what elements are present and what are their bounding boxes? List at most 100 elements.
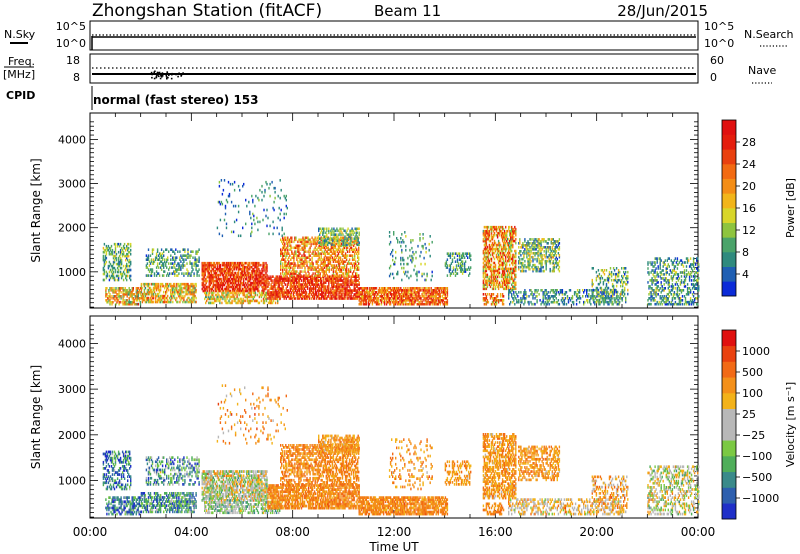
echo-cell [203,283,205,287]
echo-cell [241,261,243,265]
echo-cell [138,289,140,292]
echo-cell [244,289,246,293]
echo-cell [263,287,265,291]
echo-cell [372,289,375,292]
echo-cell [255,283,257,287]
echo-cell [334,242,337,246]
echo-cell [315,287,317,290]
echo-cell [179,296,181,300]
echo-cell [251,275,253,279]
echo-cell [119,248,122,252]
echo-cell [444,295,447,298]
echo-cell [428,248,430,252]
echo-cell [191,292,193,296]
echo-cell [317,254,319,257]
echo-cell [322,270,324,273]
echo-cell [492,273,495,277]
echo-cell [486,227,489,231]
echo-cell [434,300,436,304]
echo-cell [322,291,324,294]
echo-cell [214,265,216,269]
echo-cell [129,302,131,306]
echo-cell [304,254,306,257]
echo-cell [342,287,344,290]
echo-cell [342,289,344,292]
echo-cell [319,258,321,261]
echo-cell [355,227,357,231]
echo-cell [287,277,289,280]
echo-cell [421,287,423,290]
echo-cell [396,299,398,302]
echo-cell [500,229,503,233]
echo-cell [159,298,162,302]
echo-cell [126,289,128,292]
echo-cell [338,293,340,296]
echo-cell [125,293,127,296]
echo-cell [222,281,225,285]
echo-cell [348,285,350,288]
echo-cell [485,283,488,287]
echo-cell [304,262,306,265]
echo-cell [423,289,425,292]
echo-cell [316,262,318,265]
echo-cell [126,293,128,296]
echo-cell [342,285,344,288]
echo-cell [358,287,360,290]
echo-cell [298,244,300,248]
echo-cell [490,269,493,273]
echo-cell [246,267,248,271]
echo-cell [255,261,257,265]
echo-cell [124,287,126,290]
echo-cell [416,291,418,294]
echo-cell [324,254,326,257]
echo-cell [328,285,330,288]
echo-cell [116,244,119,248]
echo-cell [426,302,428,306]
echo-cell [304,277,307,280]
echo-cell [156,250,159,253]
echo-cell [136,295,138,298]
echo-cell [117,289,119,292]
echo-cell [122,250,125,254]
echo-cell [198,268,200,271]
echo-cell [336,266,339,269]
echo-cell [255,273,257,277]
echo-cell [250,293,252,297]
echo-cell [211,295,213,299]
echo-cell [212,261,214,265]
echo-cell [252,281,254,285]
echo-cell [413,297,415,300]
echo-cell [280,266,282,269]
echo-cell [331,231,333,235]
echo-cell [151,268,154,271]
echo-cell [382,293,385,296]
echo-cell [401,289,403,292]
echo-cell [262,289,264,293]
echo-cell [275,293,277,296]
echo-cell [229,285,232,289]
echo-cell [387,300,390,304]
echo-cell [322,260,324,263]
echo-cell [501,283,504,287]
echo-cell [190,290,192,294]
echo-cell [340,289,342,292]
echo-cell [157,258,160,261]
echo-cell [208,279,210,283]
echo-cell [327,264,329,267]
echo-cell [286,264,288,267]
echo-cell [299,287,302,290]
echo-cell [495,279,498,283]
echo-cell [323,283,325,286]
echo-cell [164,258,166,261]
echo-cell [239,265,241,269]
echo-cell [315,285,317,288]
echo-cell [387,287,390,290]
echo-cell [219,277,222,281]
echo-cell [123,246,126,250]
echo-cell [321,285,323,288]
echo-cell [232,265,235,269]
echo-cell [319,252,321,255]
echo-cell [379,295,382,298]
echo-cell [262,265,264,269]
echo-cell [357,291,359,294]
